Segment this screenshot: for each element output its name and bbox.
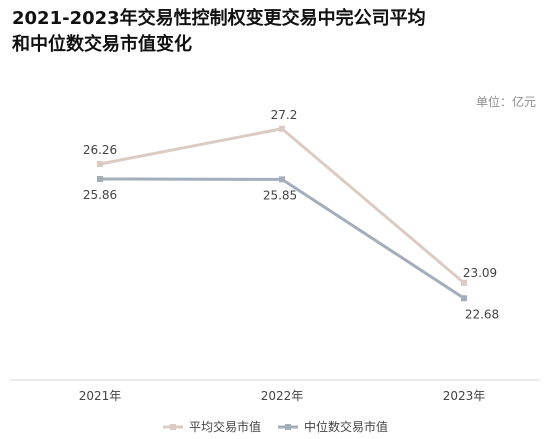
- data-label-2-1: 25.86: [83, 188, 117, 202]
- legend: 平均交易市值 中位数交易市值: [163, 419, 388, 434]
- legend-swatch-marker-1: [170, 424, 176, 430]
- data-label-1-2: 27.2: [271, 108, 298, 122]
- unit-label: 单位：亿元: [475, 95, 536, 109]
- data-labels-layer: 26.26 27.2 23.09 25.86 25.85 22.68: [83, 108, 499, 322]
- x-tick-labels: 2021年 2022年 2023年: [79, 389, 486, 403]
- data-point-1-3: [461, 279, 467, 286]
- data-label-1-1: 26.26: [83, 143, 117, 157]
- x-tick-label-3: 2023年: [443, 389, 486, 403]
- legend-swatch-marker-2: [285, 424, 291, 430]
- data-label-2-3: 22.68: [465, 307, 499, 321]
- chart-title: 2021-2023年交易性控制权变更交易中完公司平均 和中位数交易市值变化: [12, 6, 542, 58]
- data-label-2-2: 25.85: [263, 188, 297, 202]
- data-point-2-2: [279, 176, 285, 183]
- x-tick-label-2: 2022年: [261, 389, 304, 403]
- data-point-2-1: [97, 176, 103, 182]
- data-label-1-3: 23.09: [463, 266, 497, 280]
- data-point-1-2: [279, 125, 285, 132]
- series-line-1: [99, 127, 465, 285]
- chart-title-line-2: 和中位数交易市值变化: [12, 34, 192, 55]
- series-layer: [97, 125, 467, 302]
- x-tick-label-1: 2021年: [79, 389, 122, 403]
- legend-label-1: 平均交易市值: [189, 419, 261, 434]
- chart-title-line-1: 2021-2023年交易性控制权变更交易中完公司平均: [12, 8, 426, 29]
- data-point-1-1: [97, 161, 103, 167]
- legend-label-2: 中位数交易市值: [304, 419, 388, 434]
- data-point-2-3: [461, 295, 467, 302]
